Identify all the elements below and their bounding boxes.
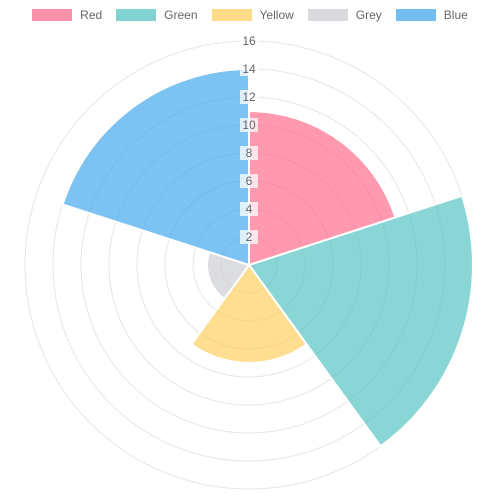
legend-label-yellow: Yellow bbox=[259, 8, 294, 22]
tick-backdrop bbox=[240, 90, 258, 104]
tick-label: 12 bbox=[242, 90, 256, 104]
legend-item-green[interactable]: Green bbox=[116, 8, 198, 22]
legend-item-blue[interactable]: Blue bbox=[395, 8, 468, 22]
tick-label: 8 bbox=[246, 146, 253, 160]
tick-backdrop bbox=[240, 146, 258, 160]
legend-label-green: Green bbox=[164, 8, 198, 22]
legend-swatch-red bbox=[32, 9, 73, 21]
tick-backdrop bbox=[240, 62, 258, 76]
slice-yellow[interactable] bbox=[190, 263, 308, 364]
tick-label: 14 bbox=[242, 62, 256, 76]
legend-item-yellow[interactable]: Yellow bbox=[211, 8, 294, 22]
tick-backdrop bbox=[240, 230, 258, 244]
legend-swatch-blue bbox=[395, 9, 436, 21]
radial-ticks: 2 4 6 8 10 12 14 16 bbox=[240, 34, 258, 244]
legend-swatch-green bbox=[116, 9, 157, 21]
slice-blue[interactable] bbox=[61, 67, 250, 267]
legend-label-grey: Grey bbox=[355, 8, 382, 22]
tick-label: 4 bbox=[246, 202, 253, 216]
tick-backdrop bbox=[240, 202, 258, 216]
legend-swatch-yellow bbox=[211, 9, 252, 21]
slice-red[interactable] bbox=[248, 109, 397, 267]
slice-grey[interactable] bbox=[206, 250, 251, 301]
legend: Red Green Yellow Grey Blue bbox=[0, 8, 500, 22]
tick-label: 2 bbox=[246, 230, 253, 244]
slice-green[interactable] bbox=[247, 194, 474, 448]
legend-label-red: Red bbox=[80, 8, 103, 22]
legend-swatch-grey bbox=[307, 9, 348, 21]
tick-label: 6 bbox=[246, 174, 253, 188]
legend-label-blue: Blue bbox=[443, 8, 468, 22]
legend-item-red[interactable]: Red bbox=[32, 8, 102, 22]
tick-backdrop bbox=[240, 174, 258, 188]
tick-backdrop bbox=[240, 118, 258, 132]
tick-backdrop bbox=[240, 34, 258, 48]
tick-label: 16 bbox=[242, 34, 256, 48]
tick-label: 10 bbox=[242, 118, 256, 132]
slices bbox=[61, 67, 474, 448]
legend-item-grey[interactable]: Grey bbox=[307, 8, 382, 22]
